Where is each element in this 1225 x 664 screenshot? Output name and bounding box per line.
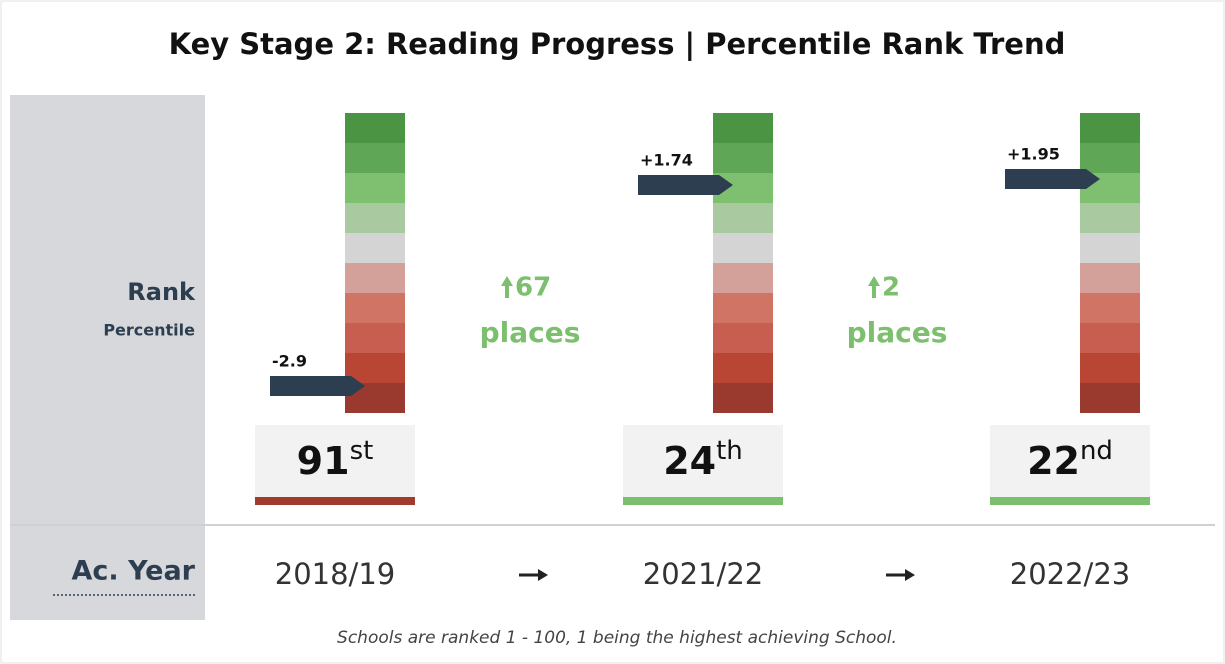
- year: 2022/23: [1010, 557, 1130, 591]
- scale-segment: [345, 263, 405, 293]
- rank-number: 91: [297, 439, 350, 483]
- scale-segment: [713, 233, 773, 263]
- year-arrow: [519, 569, 548, 581]
- rank-box: [623, 425, 783, 497]
- change-unit: places: [480, 316, 581, 349]
- rank-suffix: nd: [1080, 436, 1113, 466]
- score-label: +1.95: [1007, 145, 1060, 164]
- rank-value: 24th: [663, 436, 743, 483]
- rank-underline: [990, 497, 1150, 505]
- label-column: [10, 95, 205, 620]
- scale-segment: [713, 143, 773, 173]
- scale-segment: [345, 143, 405, 173]
- scale-segment: [345, 203, 405, 233]
- rank-underline: [623, 497, 783, 505]
- change-unit: places: [847, 316, 948, 349]
- scale-segment: [1080, 263, 1140, 293]
- scale-segment: [713, 203, 773, 233]
- rank-number: 22: [1027, 439, 1080, 483]
- year: 2018/19: [275, 557, 395, 591]
- rank-pointer: [638, 175, 733, 195]
- scale-segment: [345, 293, 405, 323]
- scale-segment: [1080, 233, 1140, 263]
- scale-segment: [345, 353, 405, 383]
- change-amount: 2: [882, 273, 900, 303]
- rank-box: [255, 425, 415, 497]
- year-arrow: [886, 569, 915, 581]
- rank-suffix: st: [350, 436, 374, 466]
- scale-segment: [345, 113, 405, 143]
- rank-label: Rank: [127, 278, 196, 306]
- scale-segment: [1080, 383, 1140, 413]
- rank-number: 24: [663, 439, 716, 483]
- scale-segment: [345, 173, 405, 203]
- scale-segment: [1080, 353, 1140, 383]
- percentile-label: Percentile: [103, 321, 195, 340]
- scale-segment: [713, 383, 773, 413]
- change-amount: 67: [515, 273, 551, 303]
- footnote: Schools are ranked 1 - 100, 1 being the …: [337, 628, 897, 648]
- scale-segment: [713, 263, 773, 293]
- scale-segment: [1080, 203, 1140, 233]
- rank-value: 91st: [297, 436, 374, 483]
- scale-segment: [713, 353, 773, 383]
- scale-segment: [345, 233, 405, 263]
- title: Key Stage 2: Reading Progress | Percenti…: [169, 27, 1066, 61]
- year-label: Ac. Year: [72, 556, 196, 587]
- scale-segment: [345, 323, 405, 353]
- rank-underline: [255, 497, 415, 505]
- rank-suffix: th: [716, 436, 743, 466]
- up-arrow: [868, 276, 880, 298]
- scale-segment: [713, 293, 773, 323]
- scale-segment: [1080, 113, 1140, 143]
- score-label: +1.74: [640, 151, 693, 170]
- scale-segment: [1080, 323, 1140, 353]
- rank-pointer: [1005, 169, 1100, 189]
- scale-segment: [1080, 293, 1140, 323]
- scale-segment: [1080, 143, 1140, 173]
- scale-segment: [713, 323, 773, 353]
- up-arrow: [501, 276, 513, 298]
- rank-value: 22nd: [1027, 436, 1113, 483]
- rank-pointer: [270, 376, 365, 396]
- year: 2021/22: [643, 557, 763, 591]
- scale-segment: [713, 113, 773, 143]
- score-label: -2.9: [272, 352, 307, 371]
- rank-box: [990, 425, 1150, 497]
